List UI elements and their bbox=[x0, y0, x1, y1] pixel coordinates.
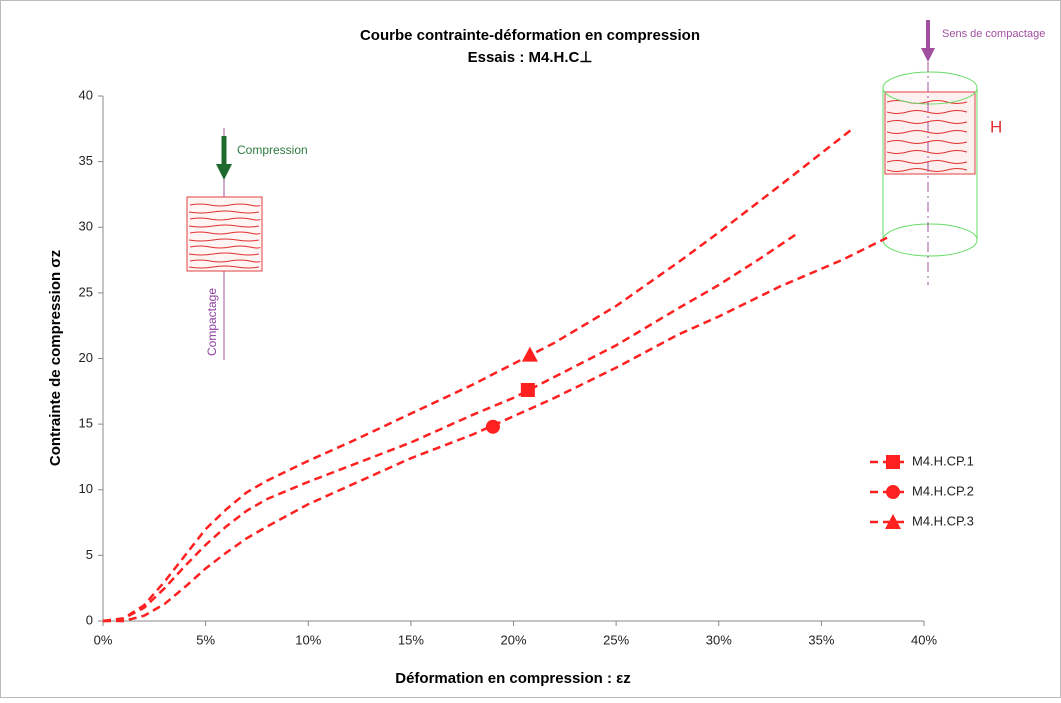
x-tick-label: 20% bbox=[500, 632, 526, 647]
y-axis-label: Contrainte de compression σz bbox=[47, 250, 64, 466]
annotation: H bbox=[990, 117, 1002, 136]
annotation: Sens de compactage bbox=[942, 28, 1045, 40]
y-tick-label: 35 bbox=[79, 153, 93, 168]
legend-marker bbox=[886, 455, 900, 469]
y-tick-label: 30 bbox=[79, 219, 93, 234]
y-tick-label: 5 bbox=[86, 547, 93, 562]
x-tick-label: 10% bbox=[295, 632, 321, 647]
x-tick-label: 35% bbox=[808, 632, 834, 647]
legend-label: M4.H.CP.2 bbox=[912, 483, 974, 498]
series-line bbox=[102, 126, 855, 623]
fibers bbox=[188, 203, 261, 269]
cylinder-top bbox=[882, 71, 978, 105]
series-line bbox=[103, 236, 888, 623]
marker bbox=[521, 346, 538, 362]
arrow-head bbox=[216, 164, 232, 180]
y-tick-label: 40 bbox=[79, 87, 93, 102]
chart-subtitle: Essais : M4.H.C⊥ bbox=[468, 49, 593, 66]
annotation: Compression bbox=[237, 143, 308, 157]
fibers bbox=[886, 100, 968, 172]
x-tick-label: 40% bbox=[911, 632, 937, 647]
y-tick-label: 10 bbox=[79, 481, 93, 496]
y-tick-label: 25 bbox=[79, 284, 93, 299]
legend-label: M4.H.CP.1 bbox=[912, 453, 974, 468]
marker bbox=[520, 383, 535, 397]
legend-label: M4.H.CP.3 bbox=[912, 513, 974, 528]
x-tick-label: 0% bbox=[94, 632, 113, 647]
annotation: Compactage bbox=[205, 288, 219, 356]
x-tick-label: 30% bbox=[706, 632, 732, 647]
y-tick-label: 20 bbox=[79, 350, 93, 365]
chart-title: Courbe contrainte-déformation en compres… bbox=[360, 27, 700, 44]
legend-marker bbox=[885, 514, 901, 529]
y-tick-label: 15 bbox=[79, 416, 93, 431]
x-tick-label: 5% bbox=[196, 632, 215, 647]
x-axis-label: Déformation en compression : εz bbox=[395, 670, 631, 687]
series-line bbox=[102, 231, 800, 623]
compression-inset: Compression Compactage bbox=[186, 128, 308, 360]
x-tick-label: 25% bbox=[603, 632, 629, 647]
x-tick-label: 15% bbox=[398, 632, 424, 647]
cylinder-inset: Sens de compactage H bbox=[882, 20, 1045, 285]
legend-marker bbox=[886, 485, 900, 499]
y-tick-label: 0 bbox=[86, 612, 93, 627]
arrow-head bbox=[921, 48, 935, 62]
marker bbox=[485, 419, 500, 434]
